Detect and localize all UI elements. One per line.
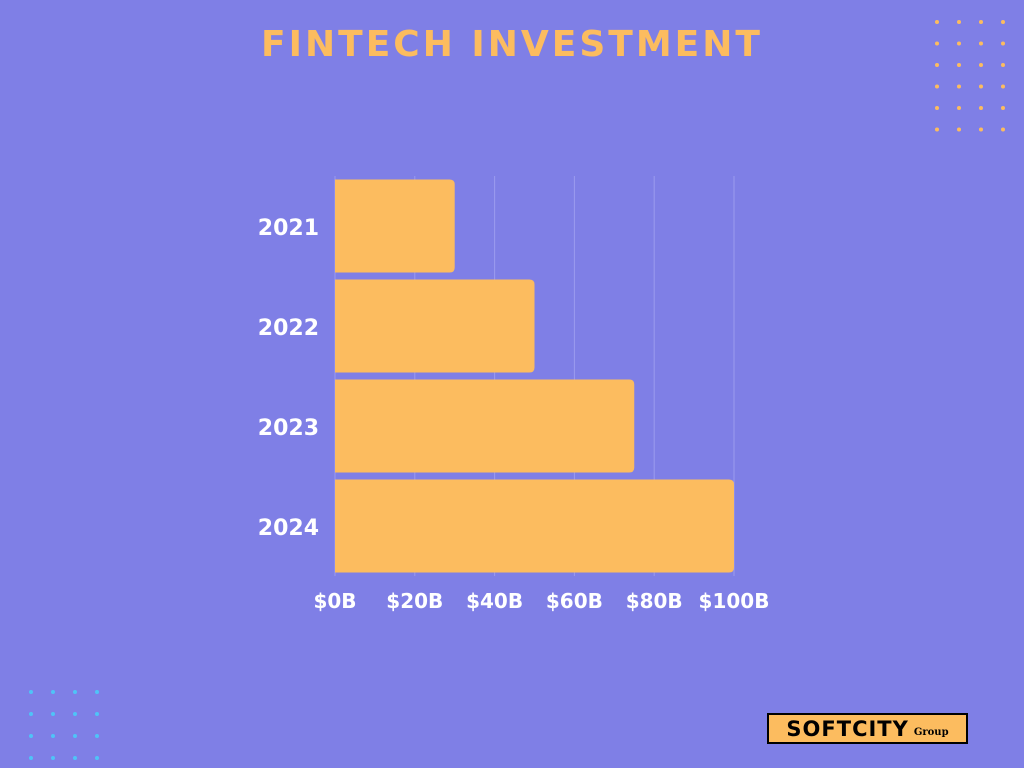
decorative-dot [979, 84, 983, 89]
decorative-dot [1001, 20, 1005, 24]
x-tick-label: $0B [313, 589, 356, 613]
decorative-dot [957, 127, 961, 132]
decorative-dot [95, 690, 99, 694]
decorative-dots-top [935, 20, 1005, 132]
decorative-dot [979, 63, 983, 67]
decorative-dot [1001, 84, 1005, 89]
decorative-dot [73, 690, 77, 694]
decorative-dot [1001, 106, 1005, 110]
decorative-dots-bottom [29, 690, 99, 760]
category-label: 2023 [258, 416, 319, 441]
decorative-dot [95, 756, 99, 760]
decorative-dot [73, 756, 77, 760]
decorative-dot [1001, 63, 1005, 67]
decorative-dot [29, 734, 33, 738]
decorative-dot [935, 41, 939, 46]
decorative-dot [73, 734, 77, 738]
decorative-dot [957, 20, 961, 24]
decorative-dot [51, 756, 55, 760]
decorative-dot [51, 690, 55, 694]
decorative-dot [957, 84, 961, 89]
decorative-dot [95, 712, 99, 716]
decorative-dot [95, 734, 99, 738]
decorative-dot [73, 712, 77, 716]
decorative-dot [29, 712, 33, 716]
category-label: 2021 [258, 216, 319, 241]
decorative-dot [957, 63, 961, 67]
decorative-dot [979, 20, 983, 24]
decorative-dot [957, 106, 961, 110]
bar [335, 179, 455, 273]
decorative-dot [935, 127, 939, 132]
bar [335, 479, 734, 573]
x-tick-label: $40B [466, 589, 523, 613]
decorative-dot [51, 734, 55, 738]
logo-name: SOFTCITY [786, 716, 909, 741]
decorative-dot [979, 41, 983, 46]
category-label: 2022 [258, 316, 319, 341]
bar [335, 379, 635, 473]
x-tick-label: $60B [546, 589, 603, 613]
decorative-dot [29, 756, 33, 760]
decorative-dot [1001, 127, 1005, 132]
decorative-dot [29, 690, 33, 694]
x-tick-label: $20B [386, 589, 443, 613]
logo-suffix: Group [913, 727, 949, 738]
decorative-dot [957, 41, 961, 46]
decorative-dot [979, 106, 983, 110]
softcity-logo: SOFTCITY Group [767, 713, 968, 744]
decorative-dot [979, 127, 983, 132]
decorative-dot [51, 712, 55, 716]
chart-title: FINTECH INVESTMENT [261, 24, 763, 65]
decorative-dot [935, 84, 939, 89]
decorative-dot [935, 20, 939, 24]
bar [335, 279, 535, 373]
category-label: 2024 [258, 516, 319, 541]
decorative-dot [935, 106, 939, 110]
x-tick-label: $80B [626, 589, 683, 613]
x-tick-label: $100B [699, 589, 770, 613]
decorative-dot [1001, 41, 1005, 46]
decorative-dot [935, 63, 939, 67]
